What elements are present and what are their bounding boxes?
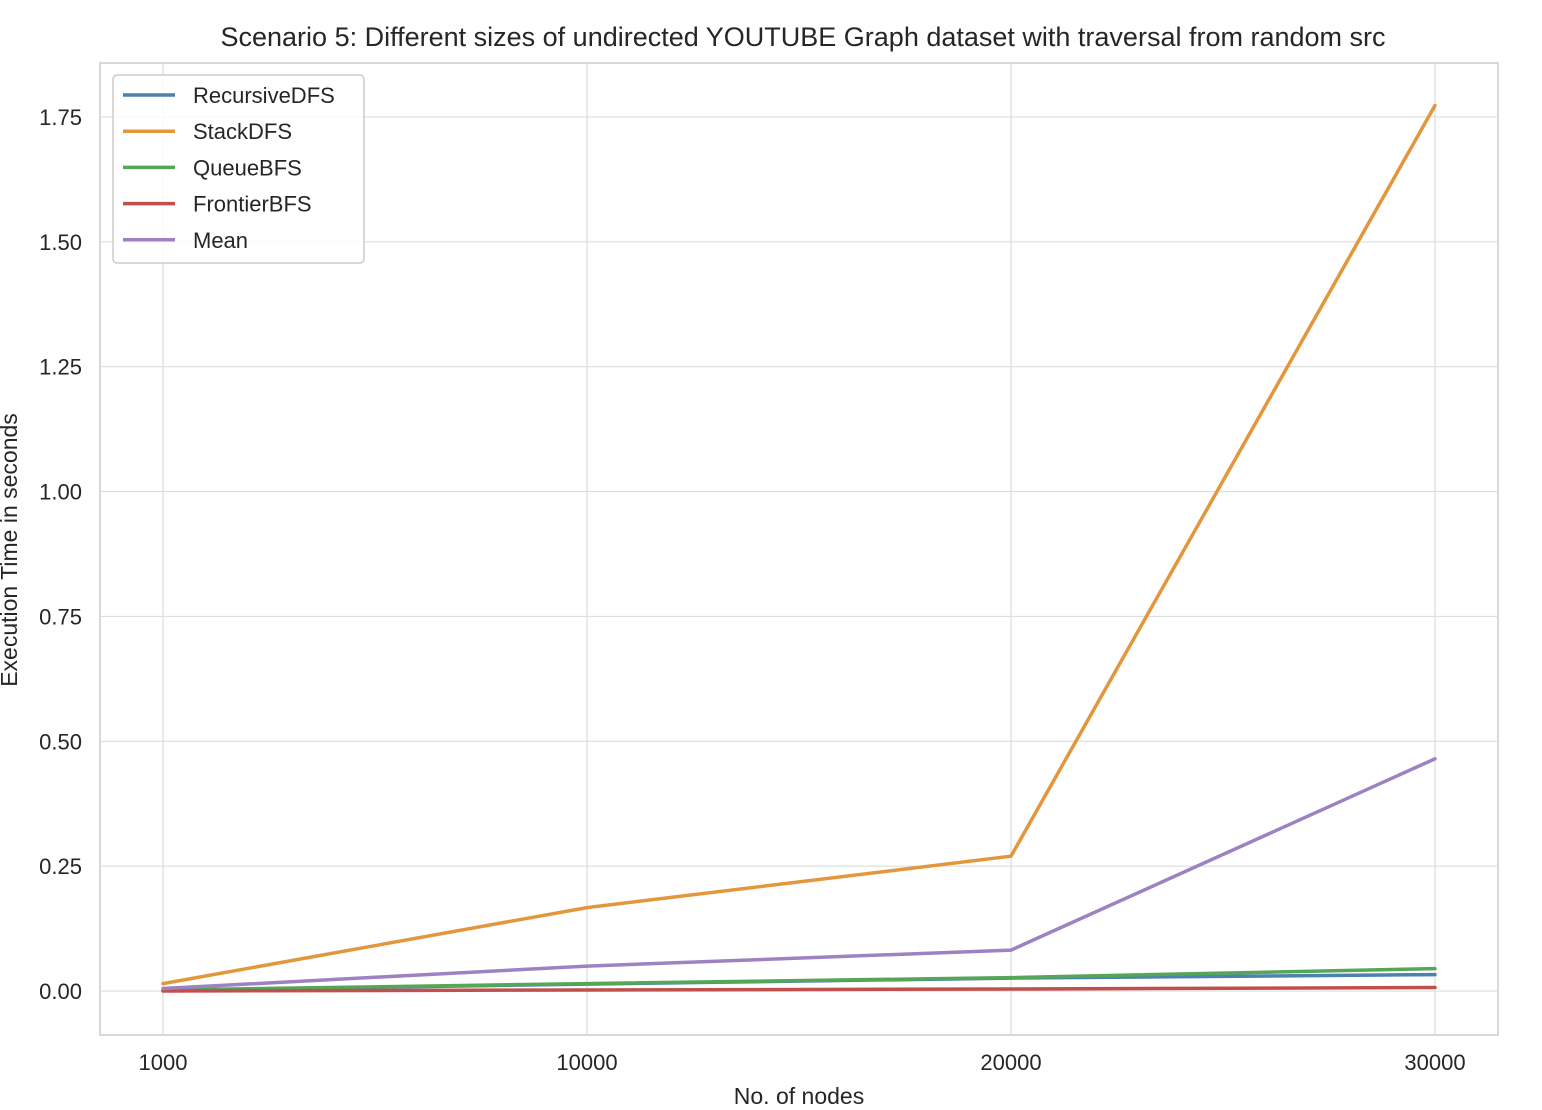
data-series bbox=[161, 103, 1437, 993]
x-tick-label: 1000 bbox=[139, 1050, 188, 1075]
series-line-queuebfs bbox=[161, 966, 1437, 992]
x-axis-title: No. of nodes bbox=[734, 1083, 864, 1109]
x-tick-label: 10000 bbox=[556, 1050, 617, 1075]
x-tick-label: 30000 bbox=[1404, 1050, 1465, 1075]
series-line-stackdfs bbox=[161, 103, 1437, 986]
y-axis-tick-labels: 0.00 0.25 0.50 0.75 1.00 1.25 1.50 1.75 bbox=[39, 105, 82, 1004]
y-tick-label: 0.50 bbox=[39, 729, 82, 754]
x-tick-label: 20000 bbox=[980, 1050, 1041, 1075]
y-tick-label: 0.75 bbox=[39, 604, 82, 629]
series-line-frontierbfs bbox=[161, 985, 1437, 993]
legend-label-mean: Mean bbox=[193, 228, 248, 253]
y-tick-label: 1.75 bbox=[39, 105, 82, 130]
legend-label-queuebfs: QueueBFS bbox=[193, 155, 302, 180]
y-tick-label: 0.00 bbox=[39, 979, 82, 1004]
series-line-mean bbox=[161, 757, 1437, 991]
legend-label-frontierbfs: FrontierBFS bbox=[193, 192, 312, 217]
x-axis-tick-labels: 1000 10000 20000 30000 bbox=[139, 1050, 1466, 1075]
y-axis-title: Execution Time in seconds bbox=[0, 413, 22, 687]
legend-box bbox=[112, 74, 365, 264]
y-tick-label: 1.25 bbox=[39, 355, 82, 380]
legend-label-stackdfs: StackDFS bbox=[193, 119, 292, 144]
y-tick-label: 1.00 bbox=[39, 480, 82, 505]
chart-title: Scenario 5: Different sizes of undirecte… bbox=[221, 22, 1386, 52]
y-tick-label: 0.25 bbox=[39, 854, 82, 879]
legend: RecursiveDFS StackDFS QueueBFS FrontierBFS M… bbox=[112, 74, 365, 264]
y-tick-label: 1.50 bbox=[39, 230, 82, 255]
legend-label-recursivedfs: RecursiveDFS bbox=[193, 83, 335, 108]
